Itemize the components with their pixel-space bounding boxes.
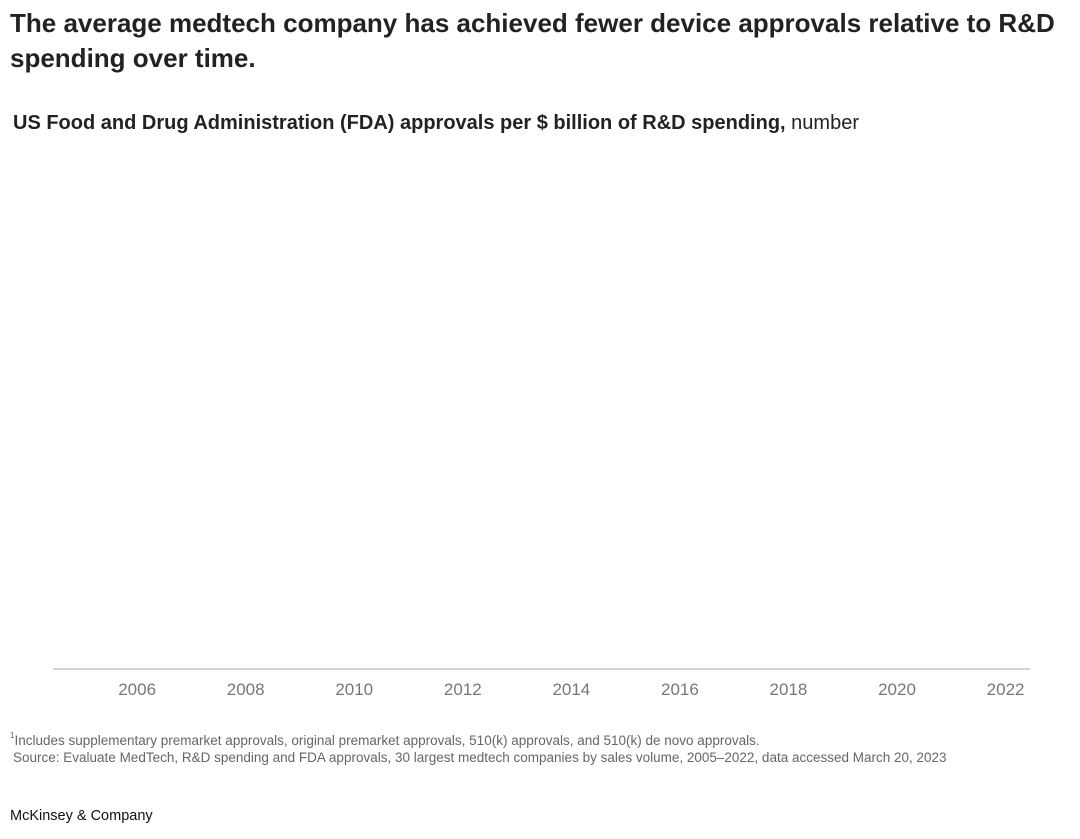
- footnotes: 1Includes supplementary premarket approv…: [10, 732, 947, 766]
- x-tick-label: 2018: [770, 680, 808, 699]
- chart-title: The average medtech company has achieved…: [10, 8, 1055, 73]
- footnote-note: 1Includes supplementary premarket approv…: [10, 732, 947, 749]
- footnote-marker: 1: [10, 731, 15, 740]
- subtitle-unit: number: [785, 112, 859, 134]
- footnote-text: Includes supplementary premarket approva…: [14, 733, 760, 748]
- chart-subtitle: US Food and Drug Administration (FDA) ap…: [13, 112, 859, 135]
- chart-area: 2006 2008 2010 2012 2014 2016 2018 2020 2022: [53, 668, 1030, 699]
- x-axis-ticks: 2006 2008 2010 2012 2014 2016 2018 2020 2022: [118, 680, 1024, 699]
- x-tick-label: 2022: [987, 680, 1025, 699]
- footnote-source: Source: Evaluate MedTech, R&D spending a…: [13, 750, 947, 765]
- x-tick-label: 2014: [552, 680, 590, 699]
- x-tick-label: 2006: [118, 680, 156, 699]
- x-tick-label: 2008: [227, 680, 265, 699]
- x-tick-label: 2010: [335, 680, 373, 699]
- brand-logo-text: McKinsey & Company: [10, 808, 153, 824]
- x-tick-label: 2016: [661, 680, 699, 699]
- x-tick-label: 2020: [878, 680, 916, 699]
- subtitle-measure: US Food and Drug Administration (FDA) ap…: [13, 112, 786, 134]
- x-tick-label: 2012: [444, 680, 482, 699]
